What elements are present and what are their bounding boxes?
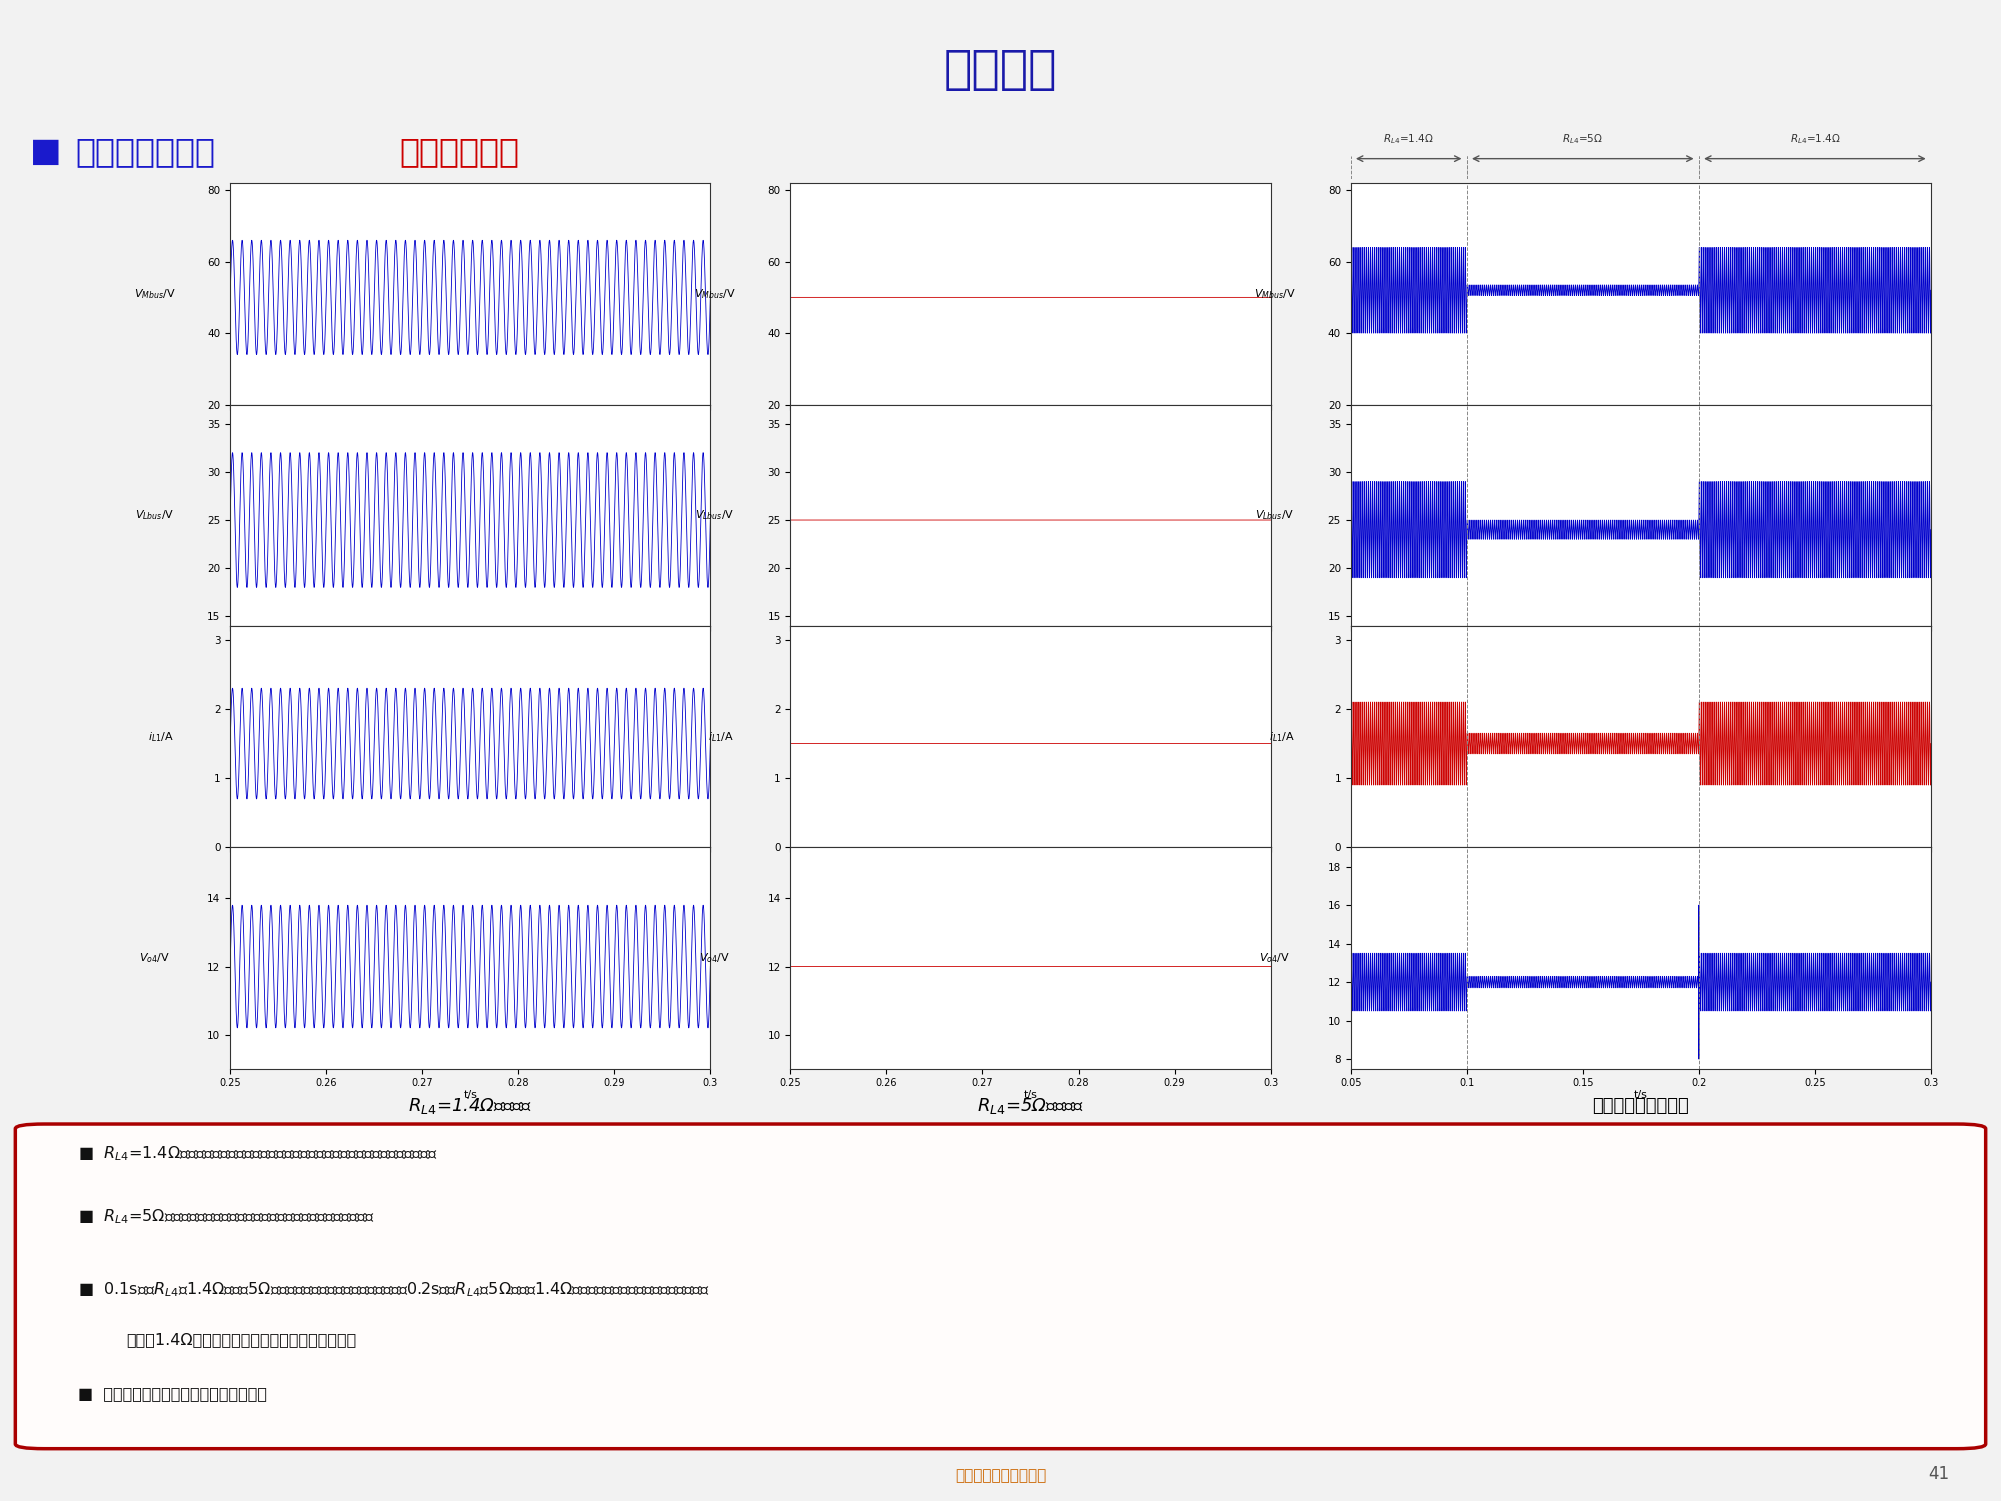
Y-axis label: $V_{Mbus}$/V: $V_{Mbus}$/V: [694, 287, 736, 300]
Y-axis label: $V_{o4}$/V: $V_{o4}$/V: [138, 952, 170, 965]
Text: ■: ■: [30, 135, 62, 168]
Y-axis label: $V_{Mbus}$/V: $V_{Mbus}$/V: [1255, 287, 1297, 300]
Text: 仿真验证: 仿真验证: [944, 48, 1057, 93]
Text: ■  仿真结果与阻抗判据的判断结果一致。: ■ 仿真结果与阻抗判据的判断结果一致。: [78, 1385, 268, 1400]
Text: 41: 41: [1927, 1465, 1949, 1483]
Y-axis label: $V_{Mbus}$/V: $V_{Mbus}$/V: [134, 287, 176, 300]
X-axis label: t/s: t/s: [1025, 1090, 1037, 1100]
Text: $R_{L4}$=5Ω仿真波形: $R_{L4}$=5Ω仿真波形: [976, 1096, 1085, 1117]
Text: $R_{L4}$=1.4Ω: $R_{L4}$=1.4Ω: [1383, 132, 1435, 146]
Y-axis label: $V_{Lbus}$/V: $V_{Lbus}$/V: [694, 509, 734, 522]
Text: $R_{L4}$=5Ω: $R_{L4}$=5Ω: [1563, 132, 1603, 146]
Y-axis label: $i_{L1}$/A: $i_{L1}$/A: [708, 729, 734, 743]
Y-axis label: $V_{Lbus}$/V: $V_{Lbus}$/V: [134, 509, 174, 522]
Text: $R_{L4}$=1.4Ω: $R_{L4}$=1.4Ω: [1789, 132, 1841, 146]
Y-axis label: $V_{o4}$/V: $V_{o4}$/V: [698, 952, 730, 965]
Y-axis label: $V_{Lbus}$/V: $V_{Lbus}$/V: [1255, 509, 1295, 522]
Text: ■  $R_{L4}$=1.4Ω时，系统电压与电流上存在明显的振荡现象，仿真结果表明系统不稳定；: ■ $R_{L4}$=1.4Ω时，系统电压与电流上存在明显的振荡现象，仿真结果表…: [78, 1145, 438, 1163]
Text: 系统的动态仿真波形: 系统的动态仿真波形: [1593, 1097, 1689, 1115]
Text: 《电工技术学报》发布: 《电工技术学报》发布: [954, 1468, 1047, 1483]
X-axis label: t/s: t/s: [1635, 1090, 1647, 1100]
Text: $R_{L4}$=1.4Ω仿真波形: $R_{L4}$=1.4Ω仿真波形: [408, 1096, 532, 1117]
Y-axis label: $i_{L1}$/A: $i_{L1}$/A: [1269, 729, 1295, 743]
Text: 输出电压控制: 输出电压控制: [400, 135, 518, 168]
Y-axis label: $V_{o4}$/V: $V_{o4}$/V: [1259, 952, 1291, 965]
FancyBboxPatch shape: [16, 1124, 1985, 1448]
Text: 切换至1.4Ω，系统从稳定状态过度至不稳定状态。: 切换至1.4Ω，系统从稳定状态过度至不稳定状态。: [126, 1333, 356, 1348]
X-axis label: t/s: t/s: [464, 1090, 476, 1100]
Y-axis label: $i_{L1}$/A: $i_{L1}$/A: [148, 729, 174, 743]
Text: ■  0.1s时，$R_{L4}$从1.4Ω切换至5Ω，系统从不稳定状态过度至稳定状态；0.2s时，$R_{L4}$从5Ω切换至1.4Ω，系统从稳定状态过度至不: ■ 0.1s时，$R_{L4}$从1.4Ω切换至5Ω，系统从不稳定状态过度至稳定…: [78, 1280, 710, 1298]
Text: 直流变压器采用: 直流变压器采用: [76, 135, 214, 168]
Text: ■  $R_{L4}$=5Ω时，系统电压与电流无振荡现象，仿真结果表明系统稳定；: ■ $R_{L4}$=5Ω时，系统电压与电流无振荡现象，仿真结果表明系统稳定；: [78, 1208, 374, 1226]
